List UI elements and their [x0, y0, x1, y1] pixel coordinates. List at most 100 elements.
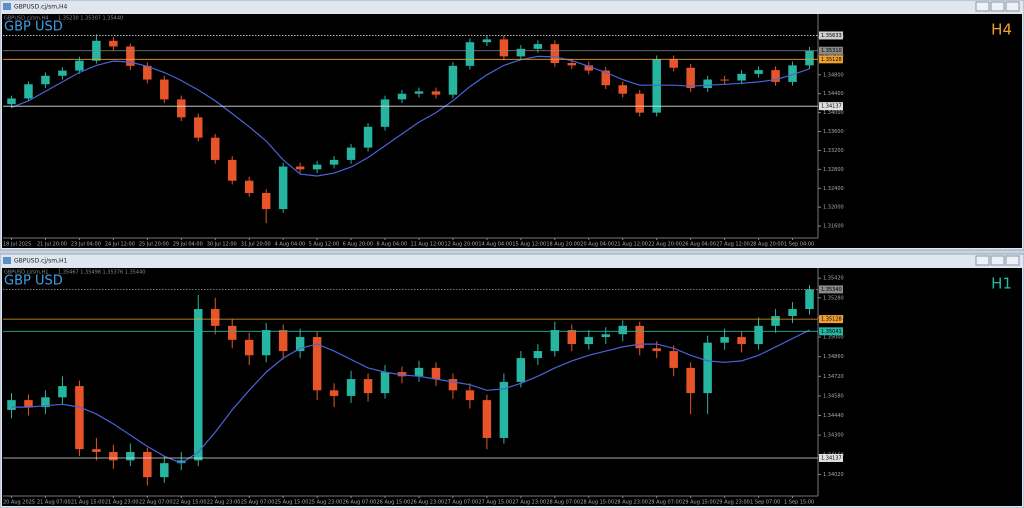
candle-body [499, 39, 509, 57]
candle-body [652, 348, 661, 352]
symbol-label: GBP USD [4, 274, 63, 289]
x-tick-label: 12 Aug 20:00 [444, 242, 478, 248]
x-tick-label: 22 Aug 23:00 [207, 500, 241, 506]
x-tick-label: 31 Jul 20:00 [241, 242, 271, 248]
x-tick-label: 5 Aug 12:00 [309, 242, 340, 248]
x-tick-label: 27 Aug 15:00 [478, 500, 512, 506]
chart-ohlc: 1.35467 1.35498 1.35376 1.35440 [58, 270, 145, 276]
x-tick-label: 21 Jul 20:00 [37, 242, 67, 248]
window-button[interactable] [1005, 255, 1020, 266]
y-tick-label: 1.34300 [823, 433, 844, 439]
x-tick-label: 22 Aug 20:00 [648, 242, 682, 248]
chart-area [2, 14, 1022, 248]
candle-body [805, 50, 814, 66]
window-button[interactable] [990, 1, 1005, 12]
candle-body [703, 79, 712, 89]
candle-body [109, 40, 118, 47]
x-tick-label: 1 Sep 15:00 [784, 500, 814, 506]
candle-body [312, 337, 322, 391]
candle-body [414, 91, 424, 94]
price-level-tag [819, 46, 843, 55]
candle-body [788, 309, 797, 317]
y-tick-label: 1.34400 [823, 91, 844, 97]
symbol-label: GBP USD [4, 20, 63, 35]
window-title: GBPUSD.cj/sm,H1 [14, 258, 67, 265]
candle-body [177, 99, 186, 118]
x-tick-label: 27 Aug 23:00 [512, 500, 546, 506]
y-tick-label: 1.31600 [823, 224, 844, 230]
x-tick-label: 4 Aug 04:00 [275, 242, 306, 248]
candle-body [499, 381, 509, 438]
window-title: GBPUSD.cj/sm,H4 [14, 4, 67, 11]
x-tick-label: 21 Aug 07:00 [37, 500, 71, 506]
candle-body [210, 137, 220, 160]
candle-body [380, 99, 390, 127]
candle-body [75, 386, 84, 450]
x-tick-label: 26 Aug 15:00 [377, 500, 411, 506]
window-icon [3, 3, 11, 10]
candle-body [227, 325, 237, 340]
candle-body [516, 358, 526, 382]
candle-body [143, 451, 152, 478]
candle-body [584, 337, 594, 345]
price-level-label: 1.34137 [821, 104, 842, 110]
x-tick-label: 28 Aug 23:00 [614, 500, 648, 506]
x-tick-label: 27 Aug 07:00 [444, 500, 478, 506]
candle-body [346, 147, 356, 160]
candle-body [448, 379, 458, 391]
candle-body [261, 330, 271, 356]
price-level-tag [819, 453, 843, 462]
x-tick-label: 28 Aug 20:00 [750, 242, 784, 248]
price-level-label: 1.35128 [821, 317, 842, 323]
x-tick-label: 29 Aug 15:00 [682, 500, 716, 506]
price-level-tag [819, 55, 843, 64]
moving-average [11, 329, 810, 464]
price-level-label: 1.35041 [821, 329, 842, 335]
x-tick-label: 23 Jul 04:00 [71, 242, 101, 248]
y-tick-label: 1.32000 [823, 205, 844, 211]
candle-body [550, 44, 560, 64]
window-button[interactable] [975, 255, 990, 266]
window-button[interactable] [1005, 1, 1020, 12]
x-tick-label: 14 Aug 04:00 [478, 242, 512, 248]
candle-body [754, 70, 763, 74]
x-tick-label: 28 Aug 07:00 [546, 500, 580, 506]
candle-body [635, 325, 644, 349]
candle-body [414, 367, 424, 377]
price-level-tag [819, 327, 843, 336]
candle-body [601, 334, 611, 338]
chart-info: GBPUSD.cj/sm,H1 [4, 270, 48, 276]
x-tick-label: 25 Aug 15:00 [275, 500, 309, 506]
x-tick-label: 22 Aug 07:00 [139, 500, 173, 506]
candle-body [24, 400, 33, 408]
candle-body [160, 79, 169, 100]
candle-body [92, 449, 101, 452]
candle-body [737, 337, 746, 345]
candle-body [58, 70, 67, 76]
candle-body [567, 63, 577, 66]
window-button[interactable] [975, 1, 990, 12]
candle-body [7, 98, 16, 105]
candle-body [805, 289, 814, 310]
candle-body [397, 93, 407, 100]
price-level-label: 1.35340 [821, 287, 842, 293]
window-button[interactable] [990, 255, 1005, 266]
timeframe-label: H1 [991, 275, 1012, 293]
y-tick-label: 1.34800 [823, 72, 844, 78]
candle-body [24, 84, 33, 99]
x-tick-label: 11 Aug 12:00 [411, 242, 445, 248]
x-tick-label: 25 Aug 23:00 [309, 500, 343, 506]
y-tick-label: 1.34720 [823, 374, 844, 380]
price-level-tag [819, 285, 843, 294]
y-tick-label: 1.33200 [823, 148, 844, 154]
candle-body [686, 367, 695, 394]
candle-body [465, 42, 475, 66]
candle-body [41, 75, 50, 85]
candle-body [669, 59, 678, 68]
y-tick-label: 1.34580 [823, 393, 844, 399]
candle-body [754, 325, 763, 345]
candle-body [482, 400, 492, 438]
y-tick-label: 1.32800 [823, 167, 844, 173]
price-level-label: 1.34137 [821, 455, 842, 461]
